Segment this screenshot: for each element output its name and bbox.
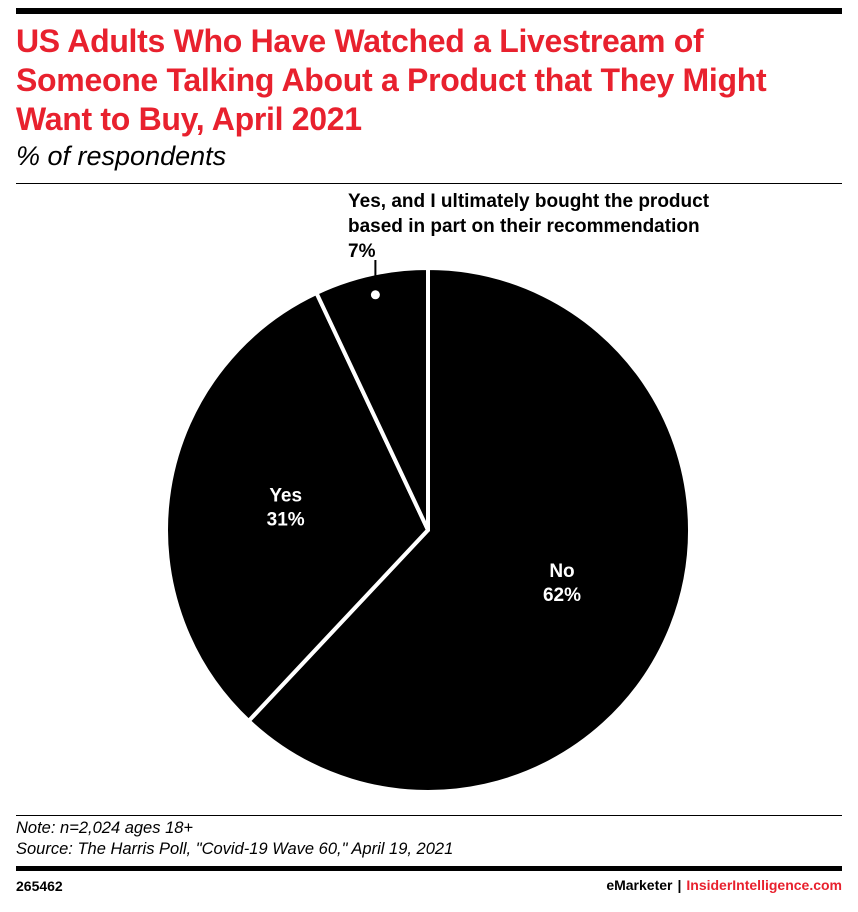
pie-chart: No 62% Yes 31% Yes, and I ultimately bought … — [164, 191, 710, 794]
pie-slice-yes — [164, 290, 430, 723]
footer-rule — [16, 815, 842, 816]
callout-label-line: based in part on their recommendation — [348, 216, 700, 237]
chart-subtitle: % of respondents — [16, 141, 227, 171]
bottom-rule — [16, 866, 842, 871]
brand-insider-intelligence: InsiderIntelligence.com — [686, 877, 842, 893]
pie-slice-no — [246, 266, 692, 794]
pie-labels: No 62% Yes 31% Yes, and I ultimately bought … — [267, 191, 710, 606]
slice-label-yes: Yes 31% — [267, 486, 305, 531]
chart-id: 265462 — [16, 878, 63, 894]
pie-slices — [164, 266, 692, 794]
slice-value-yes: 31% — [267, 510, 305, 531]
callout-label-line: Yes, and I ultimately bought the product — [348, 191, 710, 212]
slice-label-no: No 62% — [543, 561, 581, 606]
slice-value-yes-bought: 7% — [348, 241, 376, 262]
slice-category-no: No — [549, 561, 574, 582]
brand-credit: eMarketer | InsiderIntelligence.com — [606, 877, 842, 893]
slice-label-yes-bought: Yes, and I ultimately bought the product… — [348, 191, 710, 262]
chart-note: Note: n=2,024 ages 18+ — [16, 819, 194, 837]
brand-emarketer: eMarketer — [606, 877, 673, 893]
slice-category-yes: Yes — [269, 486, 302, 507]
subtitle-rule — [16, 183, 842, 184]
slice-value-no: 62% — [543, 585, 581, 606]
chart-source: Source: The Harris Poll, "Covid-19 Wave … — [16, 840, 454, 858]
brand-separator: | — [677, 877, 682, 893]
callout-dot — [370, 290, 380, 300]
top-rule — [16, 8, 842, 14]
chart-title: US Adults Who Have Watched a Livestream … — [16, 23, 767, 137]
pie-slice-yes-bought — [314, 266, 430, 532]
